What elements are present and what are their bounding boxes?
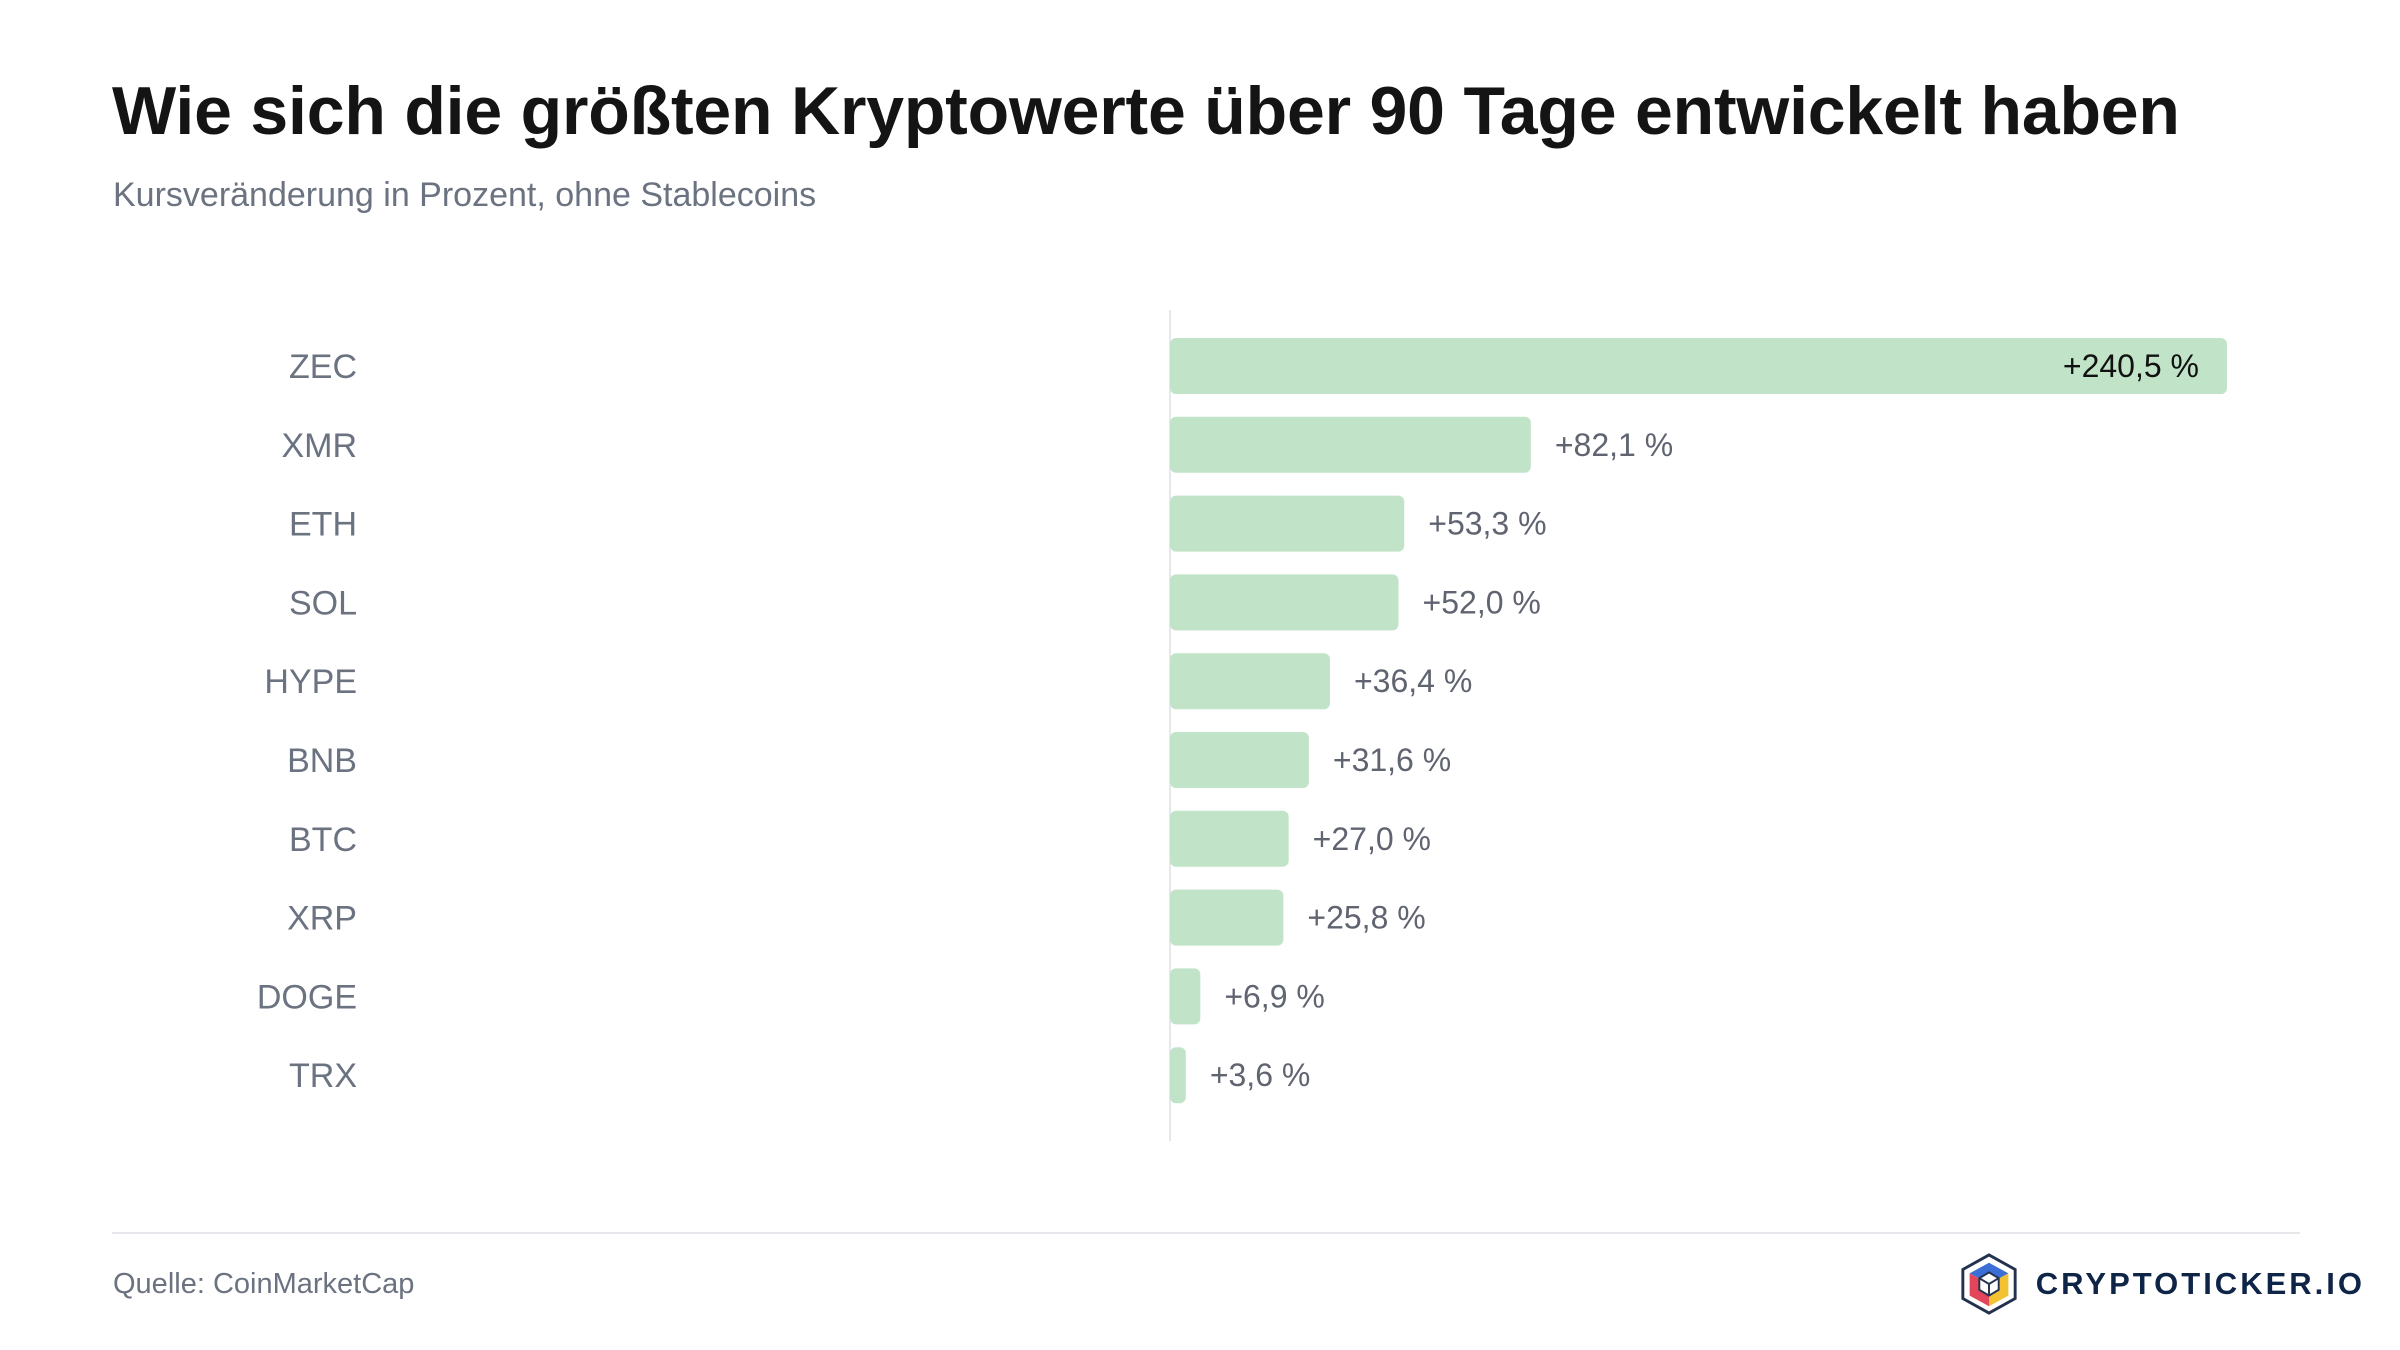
value-label: +25,8 % [1307, 900, 1425, 936]
category-label: BTC [289, 821, 357, 859]
brand: CRYPTOTICKER.IO [1958, 1253, 2365, 1315]
value-label: +3,6 % [1210, 1057, 1311, 1093]
value-label: +36,4 % [1354, 663, 1472, 699]
value-label: +52,0 % [1423, 584, 1541, 620]
chart-subtitle: Kursveränderung in Prozent, ohne Stablec… [113, 176, 817, 214]
source-note: Quelle: CoinMarketCap [113, 1268, 415, 1300]
category-label: XMR [281, 427, 357, 465]
category-label: DOGE [257, 978, 357, 1016]
category-label: ETH [289, 506, 357, 544]
bar [1170, 653, 1330, 710]
cube-logo-icon [1961, 1253, 2017, 1315]
bar [1170, 495, 1405, 552]
bar [1170, 416, 1531, 473]
category-label: HYPE [264, 663, 357, 701]
category-label: XRP [287, 900, 357, 938]
value-label: +6,9 % [1224, 978, 1325, 1014]
bar [1170, 968, 1201, 1025]
category-label: BNB [287, 742, 357, 780]
bar [1170, 732, 1309, 788]
value-label: +31,6 % [1333, 742, 1451, 778]
footer-divider [112, 1232, 2300, 1234]
brand-name: CRYPTOTICKER.IO [2035, 1266, 2365, 1301]
category-label: SOL [289, 584, 357, 622]
bar [1170, 810, 1289, 867]
value-label: +53,3 % [1428, 506, 1546, 542]
bar [1170, 1047, 1186, 1104]
value-label: +27,0 % [1313, 821, 1431, 857]
value-label: +82,1 % [1555, 427, 1673, 463]
chart-title: Wie sich die größten Kryptowerte über 90… [112, 73, 2180, 149]
bar [1170, 889, 1284, 946]
value-label: +240,5 % [2063, 348, 2199, 384]
bar [1170, 338, 2227, 394]
bar-chart: ZEC +240,5 % XMR +82,1 % ETH +53,3 % SOL +52,0 … [257, 310, 2227, 1142]
category-label: ZEC [289, 348, 357, 386]
category-label: TRX [289, 1057, 357, 1095]
bar [1170, 574, 1399, 631]
